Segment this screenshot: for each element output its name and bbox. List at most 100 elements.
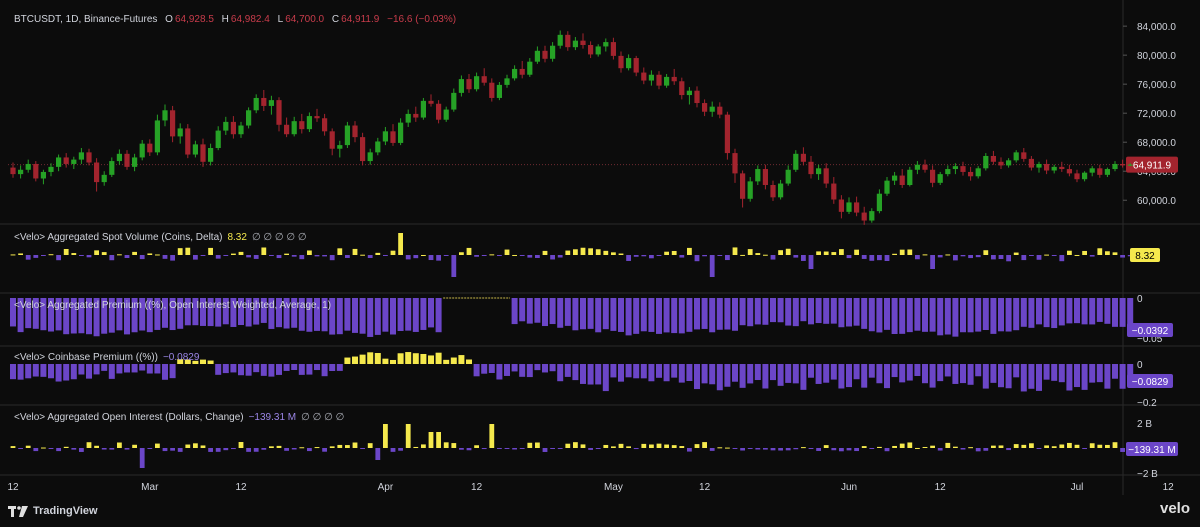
- premium-bar: [1020, 298, 1027, 327]
- coinbase-bar: [48, 364, 54, 379]
- coinbase-bar: [618, 364, 624, 382]
- spot-volume-bar: [884, 255, 890, 262]
- close-value: 64,911.9: [341, 14, 380, 25]
- candle-body: [747, 181, 753, 199]
- spot-volume-bar: [367, 255, 373, 258]
- premium-bar: [990, 298, 997, 334]
- oi-bar: [185, 444, 191, 448]
- coinbase-title[interactable]: <Velo> Coinbase Premium ((%)): [14, 352, 158, 363]
- oi-bar: [1112, 442, 1118, 448]
- premium-bar: [329, 298, 336, 335]
- coinbase-bar: [276, 364, 282, 375]
- premium-bar: [1096, 298, 1103, 322]
- coinbase-badge: [1127, 374, 1173, 388]
- candle-body: [132, 157, 138, 167]
- spot-volume-bar: [246, 255, 251, 258]
- oi-bar: [573, 442, 578, 448]
- coinbase-bar: [1074, 364, 1080, 388]
- coinbase-bar: [466, 359, 472, 364]
- candle-body: [63, 157, 69, 164]
- spot-volume-bar: [1051, 255, 1057, 256]
- coinbase-bar: [1058, 364, 1065, 383]
- premium-bar: [899, 298, 906, 334]
- premium-bar: [785, 298, 792, 326]
- oi-bar: [732, 448, 738, 449]
- candle-body: [892, 175, 898, 181]
- candle-body: [451, 92, 457, 110]
- symbol-label[interactable]: BTCUSDT, 1D, Binance-Futures: [14, 14, 158, 25]
- premium-bar: [511, 298, 518, 325]
- candle-body: [816, 168, 822, 175]
- spot-volume-bar: [823, 251, 829, 255]
- oi-bar: [1036, 448, 1042, 449]
- coinbase-bar: [207, 360, 214, 364]
- candle-body: [998, 161, 1004, 166]
- premium-bar: [390, 298, 396, 335]
- spot-volume-bar: [56, 255, 61, 261]
- candle-body: [770, 185, 776, 198]
- price-tick-label: 72,000.0: [1137, 109, 1176, 120]
- coinbase-badge-label: −0.0829: [1132, 377, 1169, 388]
- candle-body: [458, 79, 464, 93]
- coinbase-bar: [625, 364, 632, 378]
- spot-volume-bar: [94, 250, 99, 255]
- candle-body: [48, 166, 54, 172]
- coinbase-bar: [352, 356, 358, 364]
- coinbase-bar: [108, 364, 115, 379]
- coinbase-bar: [63, 364, 70, 381]
- premium-bar: [815, 298, 822, 324]
- premium-bar: [1028, 298, 1035, 328]
- x-tick-label: 12: [935, 482, 947, 493]
- premium-bar: [1013, 298, 1020, 331]
- premium-bar: [367, 298, 374, 337]
- oi-bar: [139, 448, 145, 468]
- spot-volume-bar: [649, 255, 654, 259]
- premium-bar: [146, 298, 153, 333]
- spot-volume-title[interactable]: <Velo> Aggregated Spot Volume (Coins, De…: [14, 232, 223, 243]
- oi-bar: [603, 444, 609, 448]
- spot-volume-bar: [519, 255, 525, 256]
- candle-body: [671, 76, 677, 82]
- coinbase-bar: [184, 359, 191, 364]
- spot-volume-bar: [930, 255, 935, 269]
- candle-body: [375, 141, 381, 153]
- coinbase-bar: [519, 364, 526, 377]
- premium-bar: [25, 298, 32, 329]
- oi-bar: [861, 446, 867, 448]
- oi-title[interactable]: <Velo> Aggregated Open Interest (Dollars…: [14, 412, 244, 423]
- coinbase-bar: [397, 353, 404, 364]
- spot-volume-bar: [915, 255, 920, 260]
- premium-bar: [101, 298, 108, 334]
- candle-body: [854, 202, 860, 213]
- oi-bar: [899, 443, 905, 448]
- premium-bar: [633, 298, 640, 334]
- oi-bar: [405, 424, 411, 448]
- premium-bar: [245, 298, 252, 327]
- tradingview-brand[interactable]: TradingView: [8, 505, 98, 517]
- spot-volume-bar: [124, 255, 130, 259]
- premium-bar: [344, 298, 351, 331]
- premium-bar: [884, 298, 890, 330]
- candle-body: [1051, 166, 1057, 171]
- coinbase-bar: [359, 354, 366, 364]
- premium-bar: [701, 298, 708, 329]
- premium-bar: [671, 298, 678, 334]
- spot-volume-bar: [276, 255, 282, 259]
- oi-bar: [740, 448, 745, 451]
- oi-bar: [519, 448, 525, 449]
- coinbase-bar: [488, 364, 495, 373]
- spot-volume-bar: [1029, 255, 1034, 256]
- candle-body: [1074, 173, 1080, 180]
- coinbase-bar: [716, 364, 723, 391]
- oi-bar: [497, 448, 502, 449]
- candle-body: [626, 58, 632, 69]
- candle-body: [86, 152, 92, 163]
- spot-volume-bar: [1097, 248, 1103, 255]
- premium-bar: [215, 298, 222, 327]
- spot-volume-bar: [527, 255, 533, 258]
- oi-bar: [18, 448, 23, 449]
- premium-title[interactable]: <Velo> Aggregated Premium ((%), Open Int…: [14, 300, 332, 311]
- candle-body: [1082, 172, 1088, 180]
- oi-bar: [763, 448, 768, 450]
